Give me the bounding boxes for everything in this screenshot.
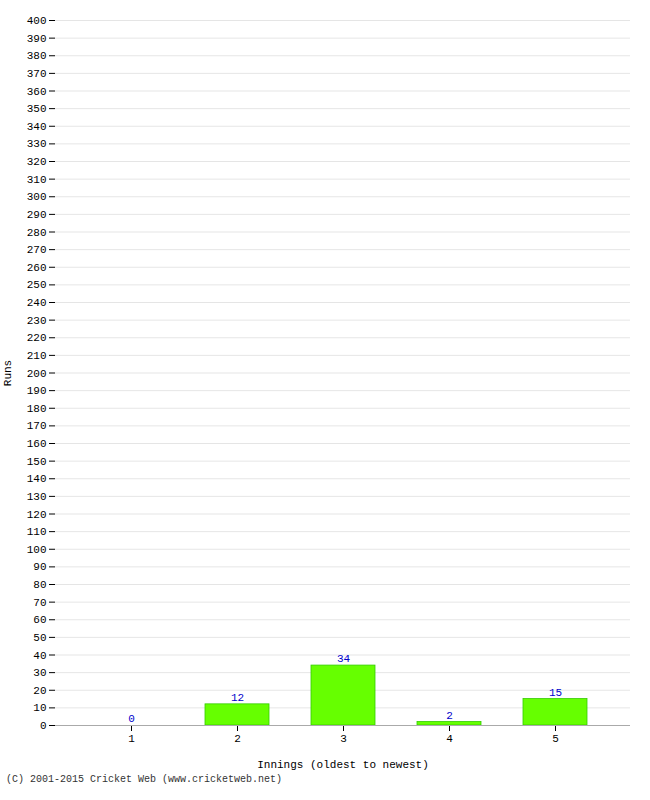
svg-text:240: 240	[27, 297, 47, 309]
svg-text:60: 60	[33, 614, 46, 626]
svg-text:210: 210	[27, 350, 47, 362]
svg-text:70: 70	[33, 597, 46, 609]
svg-text:12: 12	[231, 692, 244, 704]
html-text:(C) 2001-2015 Cricket Web (www: (C) 2001-2015 Cricket Web (www.cricketwe…	[6, 774, 282, 785]
svg-text:130: 130	[27, 491, 47, 503]
svg-text:190: 190	[27, 385, 47, 397]
svg-text:110: 110	[27, 526, 47, 538]
svg-text:230: 230	[27, 315, 47, 327]
svg-text:50: 50	[33, 632, 46, 644]
svg-text:160: 160	[27, 438, 47, 450]
svg-text:80: 80	[33, 579, 46, 591]
svg-text:310: 310	[27, 174, 47, 186]
svg-text:380: 380	[27, 50, 47, 62]
svg-text:2: 2	[234, 733, 241, 745]
svg-text:270: 270	[27, 244, 47, 256]
svg-text:360: 360	[27, 86, 47, 98]
svg-text:300: 300	[27, 191, 47, 203]
svg-text:200: 200	[27, 368, 47, 380]
svg-text:340: 340	[27, 121, 47, 133]
svg-text:220: 220	[27, 332, 47, 344]
svg-text:1: 1	[128, 733, 135, 745]
svg-text:150: 150	[27, 456, 47, 468]
svg-text:180: 180	[27, 403, 47, 415]
svg-text:140: 140	[27, 473, 47, 485]
svg-text:4: 4	[446, 733, 453, 745]
svg-text:40: 40	[33, 650, 46, 662]
svg-text:400: 400	[27, 15, 47, 27]
svg-text:5: 5	[552, 733, 559, 745]
svg-text:Runs: Runs	[2, 360, 14, 386]
svg-text:120: 120	[27, 509, 47, 521]
svg-text:370: 370	[27, 68, 47, 80]
svg-text:34: 34	[337, 653, 351, 665]
svg-text:260: 260	[27, 262, 47, 274]
svg-text:170: 170	[27, 420, 47, 432]
svg-text:0: 0	[128, 713, 135, 725]
svg-text:20: 20	[33, 685, 46, 697]
svg-text:0: 0	[40, 720, 47, 732]
svg-text:390: 390	[27, 33, 47, 45]
svg-text:10: 10	[33, 702, 46, 714]
svg-text:100: 100	[27, 544, 47, 556]
svg-text:3: 3	[340, 733, 347, 745]
svg-text:Innings (oldest to newest): Innings (oldest to newest)	[257, 759, 429, 771]
svg-text:280: 280	[27, 227, 47, 239]
svg-text:350: 350	[27, 103, 47, 115]
svg-text:2: 2	[446, 709, 453, 721]
svg-text:90: 90	[33, 561, 46, 573]
svg-text:15: 15	[549, 687, 562, 699]
svg-text:290: 290	[27, 209, 47, 221]
svg-text:30: 30	[33, 667, 46, 679]
svg-text:250: 250	[27, 279, 47, 291]
svg-text:330: 330	[27, 138, 47, 150]
svg-text:320: 320	[27, 156, 47, 168]
